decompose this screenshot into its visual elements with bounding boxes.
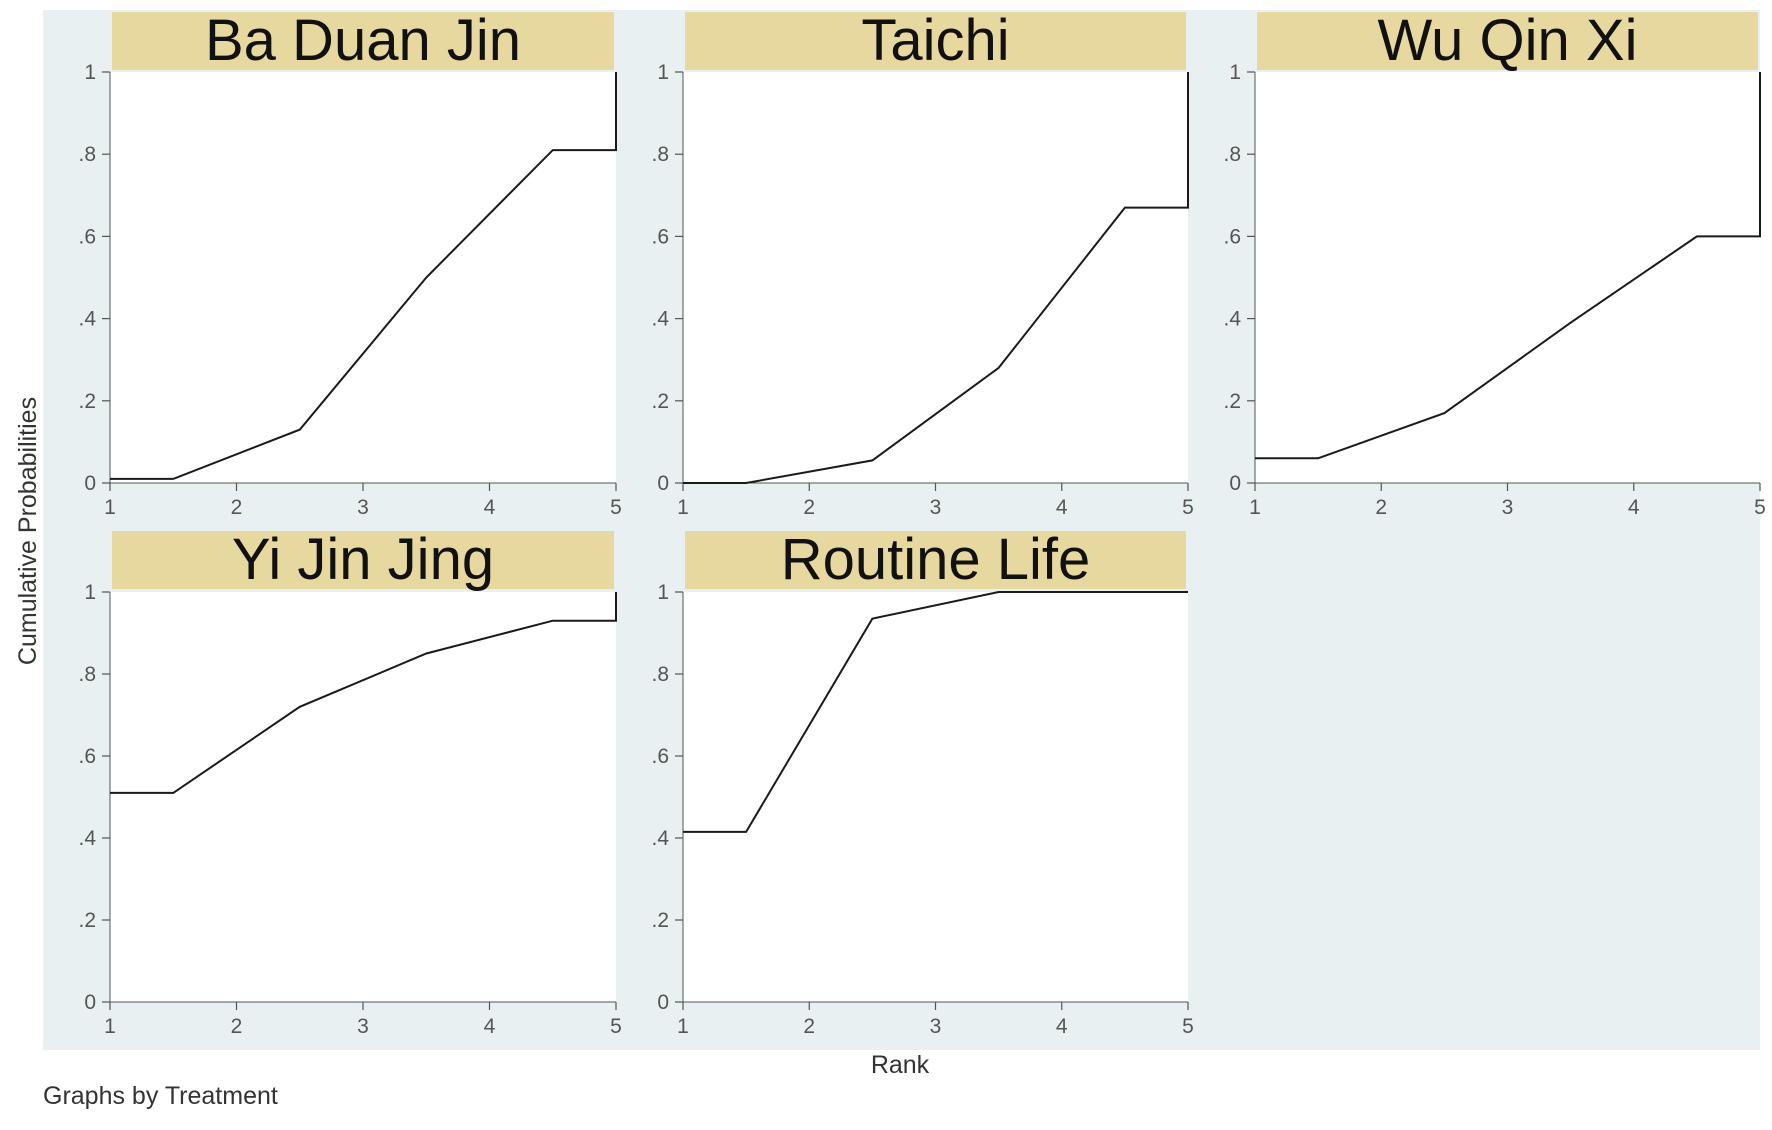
panel-3-series-line <box>1255 72 1761 460</box>
panel-1-series-line <box>110 72 617 480</box>
panel-3-title-strip <box>1257 12 1758 70</box>
panel-2-x-tick-label: 3 <box>930 496 942 519</box>
panel-5-x-tick-label: 5 <box>1182 1015 1194 1038</box>
panel-5-title-strip <box>685 531 1186 589</box>
panel-1-x-tick-label: 4 <box>484 496 496 519</box>
panel-2-y-tick-label: 1 <box>657 61 669 84</box>
panel-3-y-tick-label: .6 <box>1223 225 1241 248</box>
panel-4-y-tick-label: .6 <box>78 745 96 768</box>
panel-4-title: Yi Jin Jing <box>232 527 494 592</box>
panel-1-x-tick-label: 1 <box>104 496 116 519</box>
panel-5-y-tick-label: 0 <box>657 991 669 1014</box>
panel-3-title: Wu Qin Xi <box>1377 8 1637 73</box>
panel-1-x-tick-label: 3 <box>357 496 369 519</box>
panel-2-title: Taichi <box>861 8 1009 73</box>
panel-5-y-tick-label: .4 <box>651 827 669 850</box>
panel-1-x-tick-label: 5 <box>610 496 622 519</box>
panel-2-x-tick-label: 5 <box>1182 496 1194 519</box>
panel-5-series-line <box>683 591 1188 833</box>
panel-1-x-tick-label: 2 <box>231 496 243 519</box>
panel-3-x-tick-label: 4 <box>1628 496 1640 519</box>
panel-5-x-tick-label: 2 <box>803 1015 815 1038</box>
panel-4-title-strip <box>112 531 614 589</box>
panel-2-series-line <box>683 72 1189 484</box>
panel-3-y-tick-label: 1 <box>1229 61 1241 84</box>
panel-4-series-line <box>110 592 617 794</box>
panel-4-x-tick-label: 1 <box>104 1015 116 1038</box>
panel-4-x-tick-label: 5 <box>610 1015 622 1038</box>
panel-1-y-tick-label: .2 <box>78 390 96 413</box>
panel-2-y-tick-label: .8 <box>651 143 669 166</box>
panel-4-y-tick-label: .2 <box>78 909 96 932</box>
panel-2-title-strip <box>685 12 1186 70</box>
panel-2-y-tick-label: 0 <box>657 472 669 495</box>
panel-1-y-tick-label: 0 <box>84 472 96 495</box>
panel-1-y-tick-label: 1 <box>84 61 96 84</box>
panel-3-y-tick-label: 0 <box>1229 472 1241 495</box>
panel-3-y-tick-label: .2 <box>1223 390 1241 413</box>
panel-4-y-tick-label: 1 <box>84 581 96 604</box>
panel-2-x-tick-label: 4 <box>1056 496 1068 519</box>
panel-3-plot-area <box>1255 72 1760 483</box>
panel-2-y-tick-label: .6 <box>651 225 669 248</box>
panel-3-x-tick-label: 2 <box>1375 496 1387 519</box>
panel-4-x-tick-label: 4 <box>484 1015 496 1038</box>
panel-1-plot-area <box>110 72 616 483</box>
panel-1-y-tick-label: .4 <box>78 308 96 331</box>
panel-5-y-tick-label: 1 <box>657 581 669 604</box>
panel-1-title: Ba Duan Jin <box>205 8 521 73</box>
panel-1-y-tick-label: .8 <box>78 143 96 166</box>
panel-4-y-tick-label: 0 <box>84 991 96 1014</box>
panel-4-y-tick-label: .8 <box>78 663 96 686</box>
panel-1-y-tick-label: .6 <box>78 225 96 248</box>
panel-5-title: Routine Life <box>781 527 1091 592</box>
x-axis-label: Rank <box>871 1051 930 1079</box>
panel-4-y-tick-label: .4 <box>78 827 96 850</box>
panel-2-y-tick-label: .4 <box>651 308 669 331</box>
panel-1-title-strip <box>112 12 614 70</box>
panel-5-x-tick-label: 3 <box>930 1015 942 1038</box>
panel-3-x-tick-label: 1 <box>1249 496 1261 519</box>
panel-4-x-tick-label: 2 <box>231 1015 243 1038</box>
panel-2-plot-area <box>683 72 1188 483</box>
panel-4-x-tick-label: 3 <box>357 1015 369 1038</box>
panel-5-x-tick-label: 1 <box>677 1015 689 1038</box>
panel-5-plot-area <box>683 592 1188 1002</box>
panel-2-x-tick-label: 2 <box>803 496 815 519</box>
y-axis-label: Cumulative Probabilities <box>14 397 42 665</box>
panel-2-y-tick-label: .2 <box>651 390 669 413</box>
panel-5-x-tick-label: 4 <box>1056 1015 1068 1038</box>
panel-5-y-tick-label: .6 <box>651 745 669 768</box>
panel-3-x-tick-label: 3 <box>1502 496 1514 519</box>
panel-5-y-tick-label: .2 <box>651 909 669 932</box>
panel-5-y-tick-label: .8 <box>651 663 669 686</box>
graphs-note: Graphs by Treatment <box>43 1082 278 1110</box>
panel-2-x-tick-label: 1 <box>677 496 689 519</box>
panel-3-y-tick-label: .4 <box>1223 308 1241 331</box>
panel-4-plot-area <box>110 592 616 1002</box>
panel-3-x-tick-label: 5 <box>1754 496 1766 519</box>
panel-3-y-tick-label: .8 <box>1223 143 1241 166</box>
